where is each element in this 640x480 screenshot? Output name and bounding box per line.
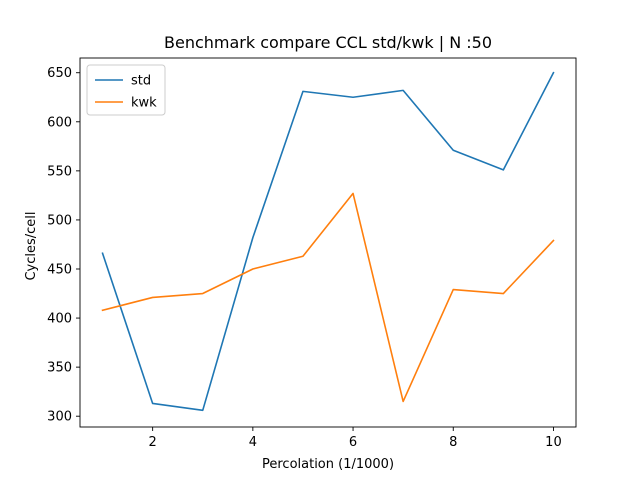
- y-axis-title: Cycles/cell: [24, 211, 39, 280]
- y-tick-label: 450: [47, 262, 72, 277]
- y-tick-label: 400: [47, 312, 72, 327]
- plot-frame: [79, 57, 577, 428]
- y-tick-label: 650: [47, 66, 72, 81]
- y-tick-label: 300: [47, 410, 72, 425]
- y-tick-label: 350: [47, 361, 72, 376]
- y-tick-label: 550: [47, 164, 72, 179]
- x-axis-title: Percolation (1/1000): [262, 457, 394, 472]
- x-tick-label: 4: [249, 435, 257, 450]
- plot-area: 2 4 6 8 10 300 350 400 450 500 550 600 650 std kwk: [47, 57, 577, 450]
- y-tick-label: 600: [47, 115, 72, 130]
- series-line-std: [101, 71, 555, 412]
- y-tick-label: 500: [47, 213, 72, 228]
- legend-label-kwk: kwk: [131, 96, 157, 111]
- chart-title: Benchmark compare CCL std/kwk | N :50: [164, 33, 492, 52]
- series-line-kwk: [101, 192, 555, 403]
- x-tick-label: 8: [449, 435, 457, 450]
- x-tick-label: 10: [545, 435, 562, 450]
- legend-label-std: std: [131, 74, 151, 89]
- x-tick-label: 2: [149, 435, 157, 450]
- x-tick-label: 6: [349, 435, 357, 450]
